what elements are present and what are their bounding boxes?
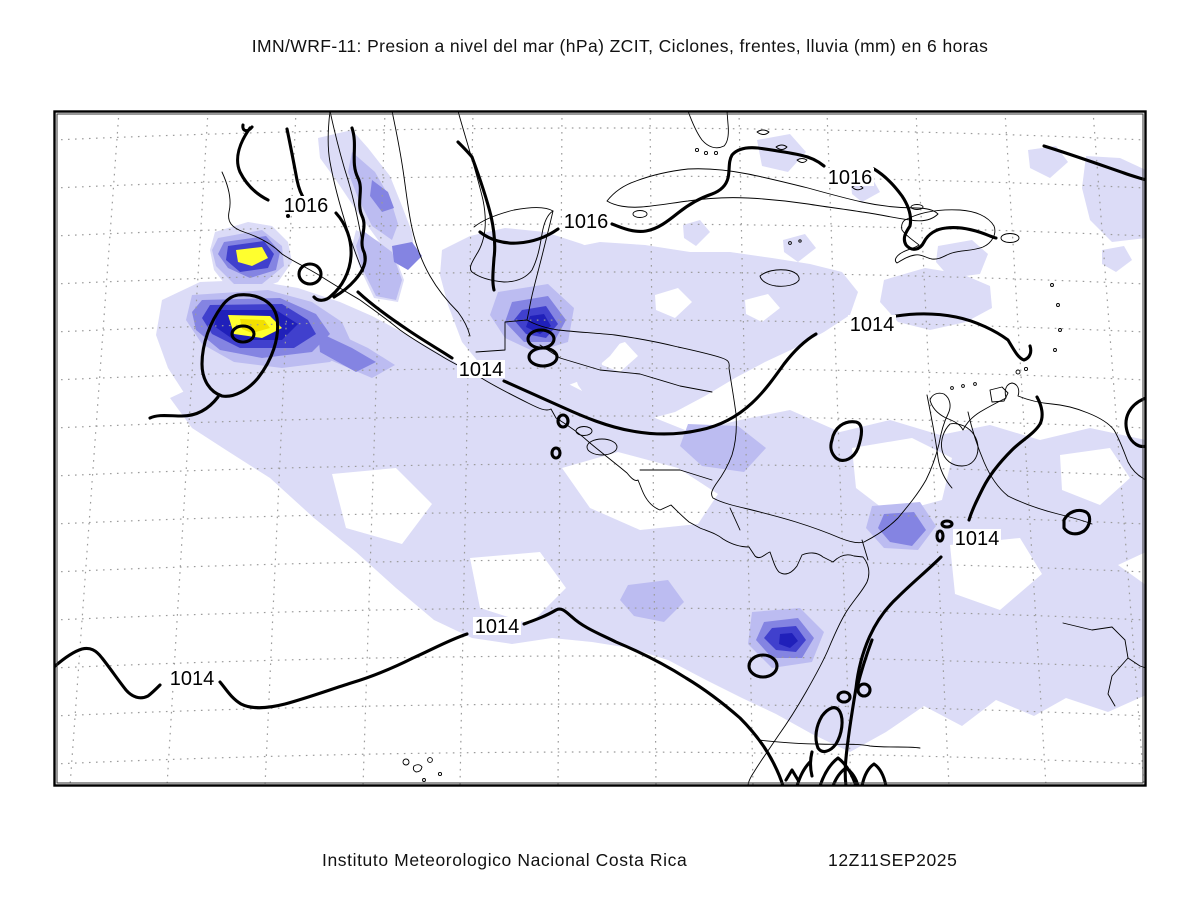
isobar-contours [54,123,1146,786]
map-frame [53,110,1147,787]
lat-lon-grid [54,111,1146,786]
contour-labels-group: 1016 1016 1016 1014 1014 1014 1014 1014 [168,167,1001,690]
precipitation-shading [156,130,1146,752]
contour-label: 1014 [170,668,215,690]
coastlines [221,111,1146,786]
contour-label: 1016 [284,195,329,217]
contour-label: 1014 [850,314,895,336]
contour-label: 1014 [955,528,1000,550]
map-title: IMN/WRF-11: Presion a nivel del mar (hPa… [251,36,989,56]
footer-timestamp: 12Z11SEP2025 [828,850,958,870]
contour-label: 1014 [459,359,504,381]
contour-label: 1016 [564,211,609,233]
contour-label: 1014 [475,616,520,638]
footer-institution: Instituto Meteorologico Nacional Costa R… [322,850,688,870]
contour-label: 1016 [828,167,873,189]
